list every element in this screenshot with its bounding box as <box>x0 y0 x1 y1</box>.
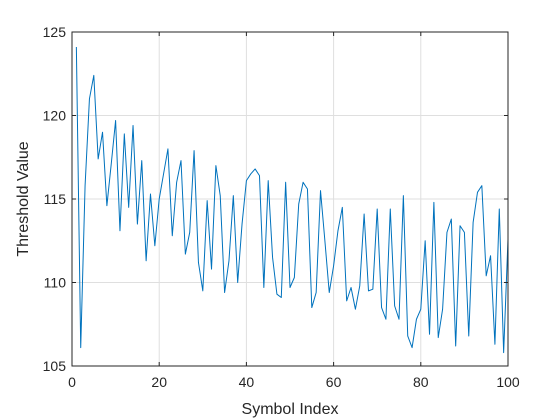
series-group <box>75 47 509 354</box>
y-tick-label: 105 <box>43 358 67 374</box>
x-tick-label: 40 <box>239 374 255 390</box>
x-tick-label: 100 <box>496 374 520 390</box>
tick-labels: 0 20 40 60 80 100 105 110 115 120 125 <box>43 24 520 390</box>
x-tick-label: 60 <box>326 374 342 390</box>
y-tick-label: 115 <box>44 191 67 207</box>
y-tick-label: 125 <box>43 24 67 40</box>
ticks <box>71 31 509 367</box>
y-tick-label: 110 <box>44 275 67 291</box>
x-tick-label: 20 <box>151 374 167 390</box>
x-tick-label: 80 <box>413 374 429 390</box>
x-tick-label: 0 <box>68 374 76 390</box>
y-axis-label: Threshold Value <box>15 141 32 256</box>
series-line <box>75 47 509 354</box>
x-axis-label: Symbol Index <box>242 401 339 418</box>
y-tick-label: 120 <box>43 108 67 124</box>
